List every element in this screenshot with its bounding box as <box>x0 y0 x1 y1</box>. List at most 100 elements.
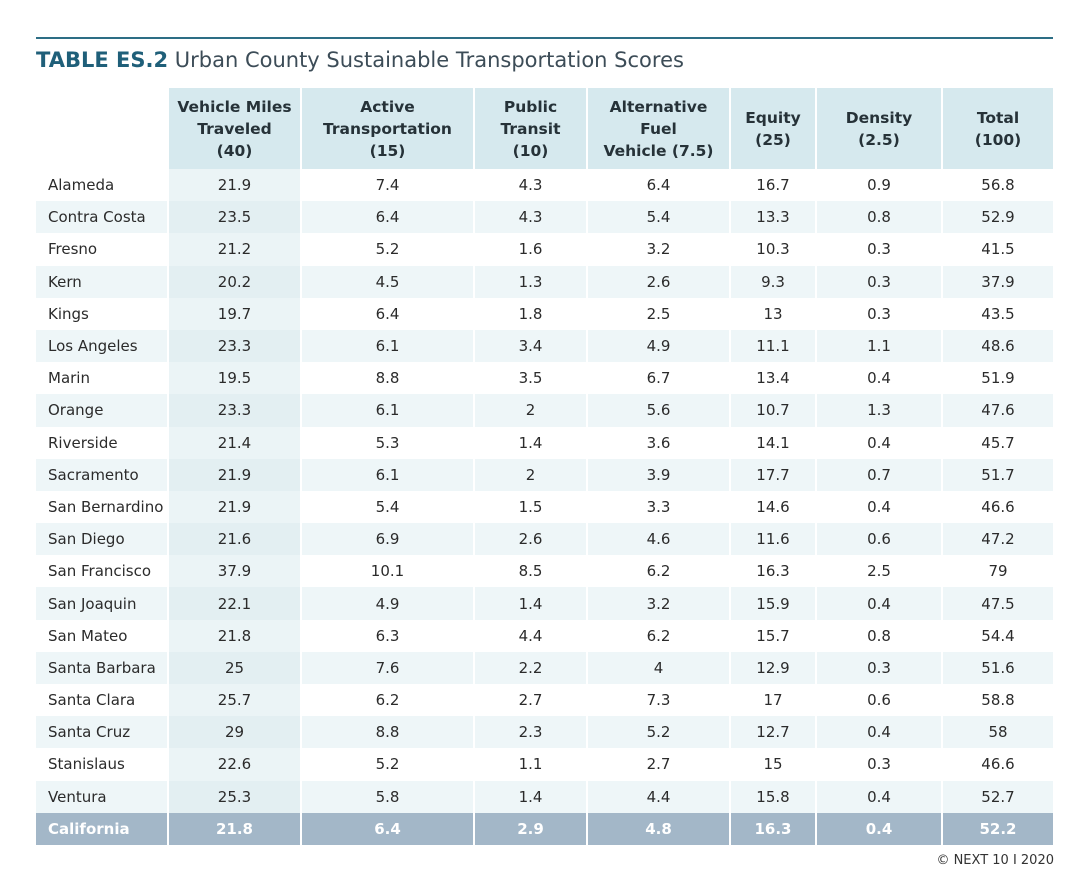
score-cell-public-transit: 1.1 <box>473 748 587 781</box>
table-row: San Francisco 37.9 10.1 8.5 6.2 16.3 2.5 79 <box>36 555 1053 588</box>
score-cell-equity: 15.9 <box>729 587 816 620</box>
score-cell-density: 1.3 <box>815 394 942 427</box>
table-title-text: Urban County Sustainable Transportation … <box>174 48 684 72</box>
score-cell-alternative-fuel-vehicle: 6.7 <box>586 362 730 395</box>
table-row: San Mateo 21.8 6.3 4.4 6.2 15.7 0.8 54.4 <box>36 619 1053 652</box>
county-name: Santa Barbara <box>36 651 168 684</box>
score-cell-density: 0.4 <box>815 780 942 813</box>
score-cell-public-transit: 2.2 <box>473 651 587 684</box>
score-cell-vmt: 25.3 <box>167 780 301 813</box>
table-row: Alameda 21.9 7.4 4.3 6.4 16.7 0.9 56.8 <box>36 169 1053 202</box>
score-cell-public-transit: 1.5 <box>473 490 587 524</box>
score-cell-total: 52.7 <box>941 780 1053 813</box>
score-cell-active-transportation: 10.1 <box>300 555 474 588</box>
table-title-label: TABLE ES.2 <box>36 48 169 72</box>
county-name: San Francisco <box>48 562 152 581</box>
column-header-line: Vehicle Miles <box>177 97 292 116</box>
score-cell-active-transportation: 6.4 <box>300 812 474 845</box>
score-cell-equity: 15 <box>729 748 816 781</box>
score-cell-alternative-fuel-vehicle: 4.8 <box>586 812 730 845</box>
score-cell-density: 2.5 <box>815 555 942 588</box>
score-cell-active-transportation: 5.2 <box>300 233 474 266</box>
score-cell-alternative-fuel-vehicle: 7.3 <box>586 684 730 717</box>
score-cell-equity: 9.3 <box>729 265 816 298</box>
score-cell-alternative-fuel-vehicle: 2.7 <box>586 748 730 781</box>
score-cell-public-transit: 2.9 <box>473 812 587 845</box>
score-cell-public-transit: 2.7 <box>473 684 587 717</box>
column-header-line: Active <box>360 97 415 116</box>
score-cell-public-transit: 1.8 <box>473 297 587 330</box>
score-cell-total: 58.8 <box>941 684 1053 717</box>
score-cell-public-transit: 2.3 <box>473 716 587 749</box>
score-cell-equity: 13.4 <box>729 362 816 395</box>
table-title: TABLE ES.2 Urban County Sustainable Tran… <box>36 48 684 72</box>
column-header-line: Equity <box>745 108 801 127</box>
column-header-total: Total (100) <box>941 88 1053 169</box>
score-cell-vmt: 21.9 <box>167 169 301 202</box>
total-row: California 21.8 6.4 2.9 4.8 16.3 0.4 52.2 <box>36 812 1053 845</box>
column-header-line: (15) <box>369 141 406 160</box>
table-row: Santa Cruz 29 8.8 2.3 5.2 12.7 0.4 58 <box>36 716 1053 749</box>
score-cell-active-transportation: 6.3 <box>300 619 474 652</box>
column-header-line: Public <box>503 97 558 116</box>
score-cell-public-transit: 8.5 <box>473 555 587 588</box>
score-cell-equity: 15.7 <box>729 619 816 652</box>
score-cell-equity: 17.7 <box>729 458 816 491</box>
score-cell-equity: 11.1 <box>729 329 816 363</box>
table-row: Santa Clara 25.7 6.2 2.7 7.3 17 0.6 58.8 <box>36 684 1053 717</box>
table-body: Alameda 21.9 7.4 4.3 6.4 16.7 0.9 56.8 Contra Co… <box>36 169 1053 845</box>
score-cell-vmt: 29 <box>167 716 301 749</box>
county-name: Santa Cruz <box>36 716 168 749</box>
score-cell-vmt: 21.8 <box>167 812 301 845</box>
score-cell-active-transportation: 5.4 <box>300 490 474 524</box>
column-header-line: Fuel <box>640 119 677 138</box>
score-cell-equity: 15.8 <box>729 780 816 813</box>
score-cell-total: 51.7 <box>941 458 1053 491</box>
score-cell-alternative-fuel-vehicle: 3.9 <box>586 458 730 491</box>
score-cell-equity: 16.3 <box>729 555 816 588</box>
score-cell-public-transit: 2.6 <box>473 523 587 556</box>
score-cell-active-transportation: 6.4 <box>300 297 474 330</box>
score-cell-public-transit: 3.4 <box>473 329 587 363</box>
score-cell-equity: 11.6 <box>729 523 816 556</box>
score-cell-density: 0.6 <box>815 684 942 717</box>
table-row: Fresno 21.2 5.2 1.6 3.2 10.3 0.3 41.5 <box>36 233 1053 266</box>
score-cell-vmt: 20.2 <box>167 265 301 298</box>
score-cell-total: 54.4 <box>941 619 1053 652</box>
county-name: California <box>36 812 168 845</box>
score-cell-alternative-fuel-vehicle: 3.2 <box>586 233 730 266</box>
table-row: Ventura 25.3 5.8 1.4 4.4 15.8 0.4 52.7 <box>36 780 1053 813</box>
score-cell-equity: 10.7 <box>729 394 816 427</box>
county-name: San Joaquin <box>36 587 168 620</box>
table-row: San Joaquin 22.1 4.9 1.4 3.2 15.9 0.4 47.5 <box>36 587 1053 620</box>
score-cell-public-transit: 1.4 <box>473 780 587 813</box>
score-cell-public-transit: 1.4 <box>473 587 587 620</box>
score-cell-density: 0.3 <box>815 265 942 298</box>
score-cell-total: 51.6 <box>941 651 1053 684</box>
score-cell-active-transportation: 6.4 <box>300 201 474 234</box>
table-row: Riverside 21.4 5.3 1.4 3.6 14.1 0.4 45.7 <box>36 426 1053 459</box>
score-cell-alternative-fuel-vehicle: 5.6 <box>586 394 730 427</box>
county-name: Marin <box>48 369 90 388</box>
table-row: Marin 19.5 8.8 3.5 6.7 13.4 0.4 51.9 <box>36 362 1053 395</box>
score-cell-total: 48.6 <box>941 329 1053 363</box>
score-cell-active-transportation: 6.1 <box>300 394 474 427</box>
score-cell-vmt: 23.3 <box>167 329 301 363</box>
score-cell-vmt: 19.5 <box>167 362 301 395</box>
score-cell-density: 0.4 <box>815 812 942 845</box>
score-cell-active-transportation: 5.8 <box>300 780 474 813</box>
county-name: Alameda <box>48 176 115 195</box>
score-cell-public-transit: 4.3 <box>473 201 587 234</box>
score-cell-alternative-fuel-vehicle: 6.4 <box>586 169 730 202</box>
score-cell-total: 51.9 <box>941 362 1053 395</box>
score-cell-public-transit: 1.6 <box>473 233 587 266</box>
column-header-line: Vehicle (7.5) <box>603 141 714 160</box>
score-cell-public-transit: 4.3 <box>473 169 587 202</box>
score-cell-vmt: 22.6 <box>167 748 301 781</box>
score-cell-equity: 12.9 <box>729 651 816 684</box>
column-header-line: Total <box>976 108 1020 127</box>
score-cell-total: 37.9 <box>941 265 1053 298</box>
county-name: Santa Clara <box>48 691 136 710</box>
table-row: Kings 19.7 6.4 1.8 2.5 13 0.3 43.5 <box>36 297 1053 330</box>
score-cell-active-transportation: 5.3 <box>300 426 474 459</box>
